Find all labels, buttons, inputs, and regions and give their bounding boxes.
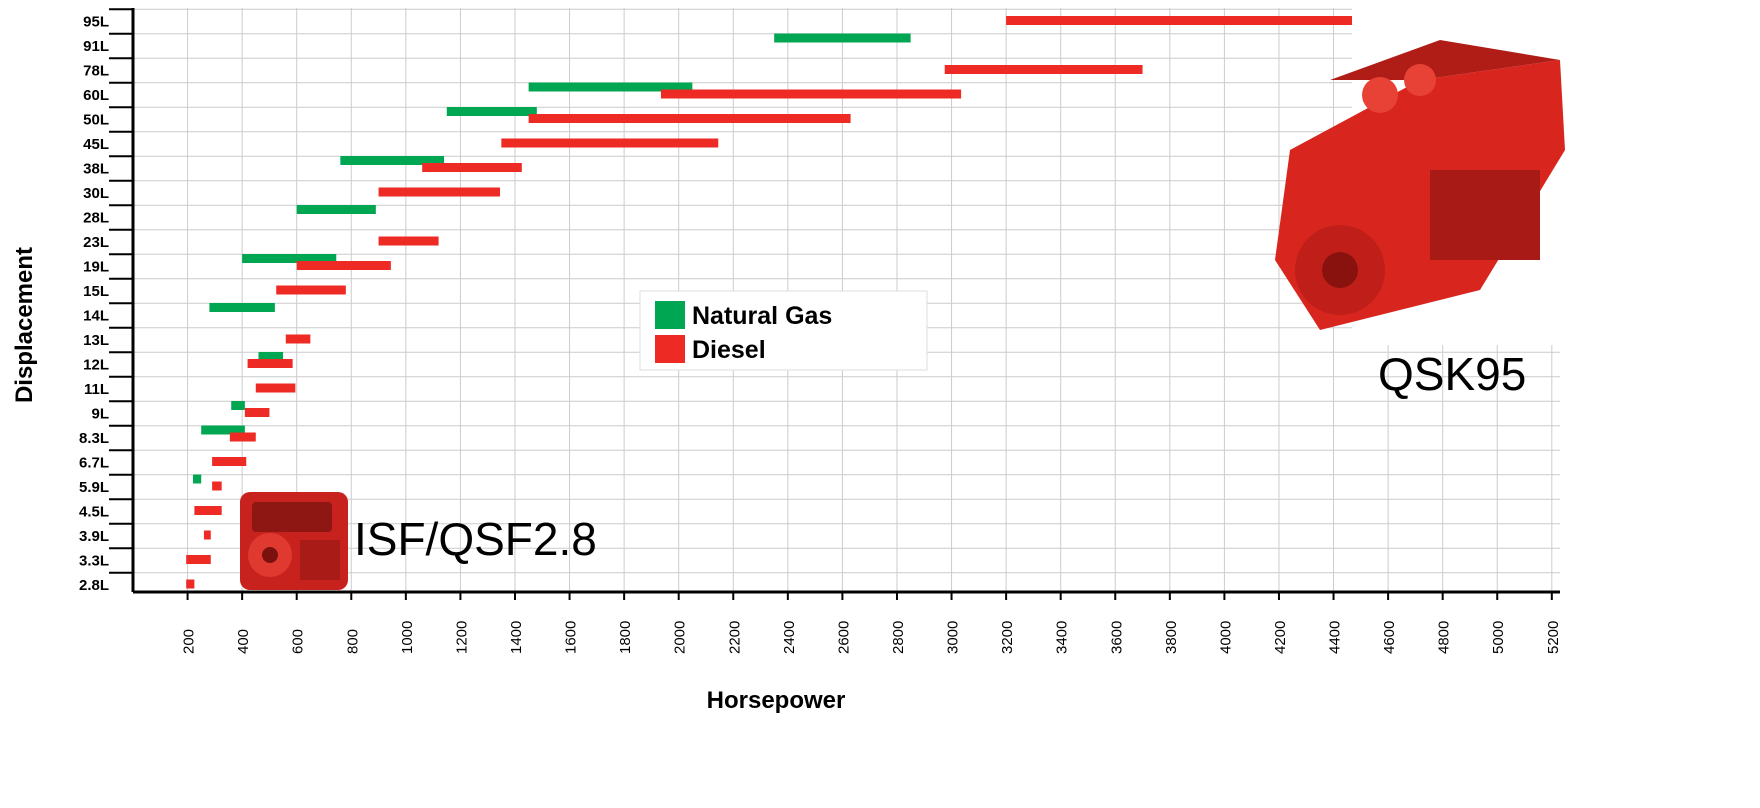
bar	[212, 482, 222, 491]
y-tick-label: 2.8L	[79, 577, 109, 594]
x-tick-label: 600	[290, 629, 307, 654]
x-tick-label: 2400	[781, 621, 798, 654]
bar	[447, 107, 537, 116]
y-tick-label: 12L	[83, 357, 109, 374]
y-tick-label: 38L	[83, 161, 109, 178]
bar	[276, 286, 346, 295]
y-tick-label: 6.7L	[79, 455, 109, 472]
bar	[231, 401, 245, 410]
legend-swatch	[655, 335, 685, 363]
legend-label: Natural Gas	[692, 302, 832, 330]
bar	[661, 90, 961, 99]
y-tick-label: 91L	[83, 38, 109, 55]
y-tick-label: 15L	[83, 283, 109, 300]
y-tick-label: 5.9L	[79, 479, 109, 496]
legend: Natural Gas Diesel	[640, 291, 927, 370]
y-tick-label: 19L	[83, 259, 109, 276]
y-tick-label: 3.3L	[79, 553, 109, 570]
bar	[529, 114, 851, 123]
legend-label: Diesel	[692, 336, 766, 364]
bar	[245, 408, 270, 417]
y-tick-label: 14L	[83, 308, 109, 325]
bar	[212, 457, 246, 466]
bar	[774, 34, 910, 43]
annotation: QSK95	[1378, 348, 1526, 400]
bar	[193, 475, 201, 484]
y-tick-label: 4.5L	[79, 504, 109, 521]
x-tick-label: 200	[181, 629, 198, 654]
x-tick-label: 1400	[508, 621, 525, 654]
x-tick-label: 3800	[1163, 621, 1180, 654]
y-tick-label: 60L	[83, 87, 109, 104]
x-tick-label: 4800	[1436, 621, 1453, 654]
x-tick-label: 2600	[835, 621, 852, 654]
bar	[297, 261, 391, 270]
x-tick-label: 1600	[563, 621, 580, 654]
y-tick-label: 95L	[83, 14, 109, 31]
x-tick-label: 3000	[945, 621, 962, 654]
bar	[297, 205, 376, 214]
bar	[379, 237, 439, 246]
bar	[286, 335, 311, 344]
bar	[230, 433, 256, 442]
x-tick-label: 400	[235, 629, 252, 654]
bar	[501, 139, 718, 148]
y-tick-label: 8.3L	[79, 430, 109, 447]
x-tick-label: 4400	[1327, 621, 1344, 654]
x-tick-label: 1800	[617, 621, 634, 654]
x-tick-label: 5200	[1545, 621, 1562, 654]
bar	[256, 384, 296, 393]
legend-swatch	[655, 301, 685, 329]
x-tick-label: 3600	[1108, 621, 1125, 654]
annotation: ISF/QSF2.8	[354, 513, 597, 565]
chart: Natural Gas Diesel ISF/QSF2.8 QSK95 Horse…	[0, 0, 1760, 803]
y-tick-label: 3.9L	[79, 528, 109, 545]
bar	[204, 531, 211, 540]
x-tick-label: 3400	[1054, 621, 1071, 654]
y-tick-label: 45L	[83, 136, 109, 153]
bar	[422, 163, 522, 172]
x-tick-label: 800	[344, 629, 361, 654]
x-tick-label: 1200	[453, 621, 470, 654]
bar	[194, 506, 221, 515]
y-tick-label: 30L	[83, 185, 109, 202]
y-tick-label: 23L	[83, 234, 109, 251]
large-engine-image	[1275, 0, 1567, 345]
x-tick-label: 1000	[399, 621, 416, 654]
x-axis-label: Horsepower	[707, 687, 846, 714]
bar	[209, 303, 274, 312]
bar	[248, 359, 293, 368]
y-tick-label: 13L	[83, 332, 109, 349]
small-engine-image	[240, 492, 348, 590]
bar	[945, 65, 1143, 74]
x-tick-label: 2200	[726, 621, 743, 654]
y-tick-label: 28L	[83, 210, 109, 227]
y-tick-label: 78L	[83, 63, 109, 80]
x-tick-label: 5000	[1490, 621, 1507, 654]
x-tick-label: 4600	[1381, 621, 1398, 654]
x-tick-label: 3200	[999, 621, 1016, 654]
y-tick-label: 11L	[84, 381, 109, 398]
bar	[379, 188, 500, 197]
x-tick-label: 2000	[672, 621, 689, 654]
y-tick-label: 50L	[83, 112, 109, 129]
bar	[186, 580, 194, 589]
x-tick-label: 4200	[1272, 621, 1289, 654]
bar	[186, 555, 211, 564]
y-axis-label: Displacement	[11, 247, 38, 403]
x-tick-label: 2800	[890, 621, 907, 654]
x-tick-label: 4000	[1217, 621, 1234, 654]
y-tick-label: 9L	[91, 406, 109, 423]
